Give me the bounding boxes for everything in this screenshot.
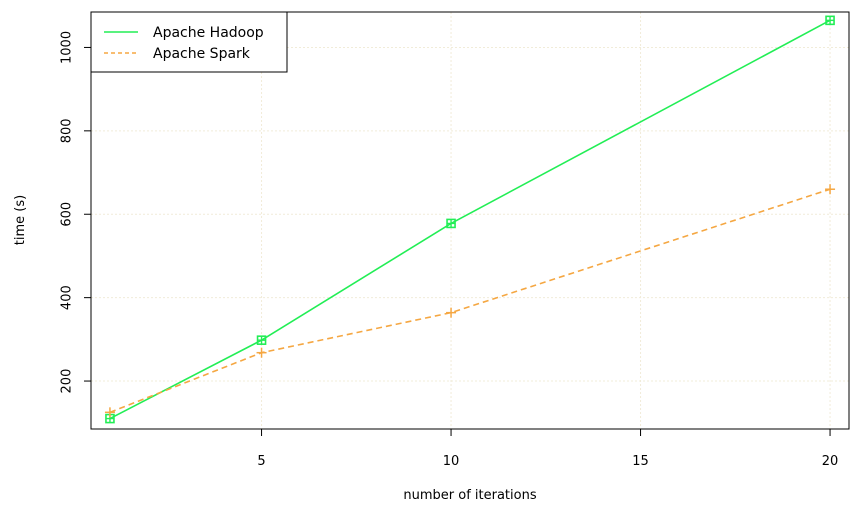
data-point-1 (825, 184, 836, 195)
plot-frame (90, 11, 850, 430)
y-tick-label: 400 (60, 285, 75, 310)
axes: 5 10 15 20 200 400 600 800 1000 (60, 31, 839, 469)
y-axis-title: time (s) (13, 195, 28, 245)
x-tick-label: 5 (257, 454, 265, 469)
x-axis-title: number of iterations (403, 488, 536, 503)
x-tick-label: 15 (632, 454, 649, 469)
series-line-1 (109, 188, 831, 414)
data-point-1 (256, 347, 267, 358)
y-tick-label: 600 (60, 202, 75, 227)
legend-label-spark: Apache Spark (153, 46, 251, 62)
legend: Apache Hadoop Apache Spark (90, 11, 288, 73)
x-tick-label: 20 (822, 454, 839, 469)
data-point-0 (825, 15, 835, 26)
y-tick-label: 1000 (60, 31, 75, 64)
x-tick-label: 10 (443, 454, 460, 469)
legend-label-hadoop: Apache Hadoop (153, 25, 264, 41)
y-tick-label: 200 (60, 369, 75, 394)
legend-box (90, 11, 288, 73)
data-point-1 (446, 307, 457, 318)
data-point-1 (104, 407, 115, 418)
y-tick-label: 800 (60, 118, 75, 143)
data-point-0 (256, 335, 267, 345)
series-layer (104, 15, 836, 424)
series-line-0 (109, 19, 831, 420)
data-point-0 (446, 218, 456, 229)
